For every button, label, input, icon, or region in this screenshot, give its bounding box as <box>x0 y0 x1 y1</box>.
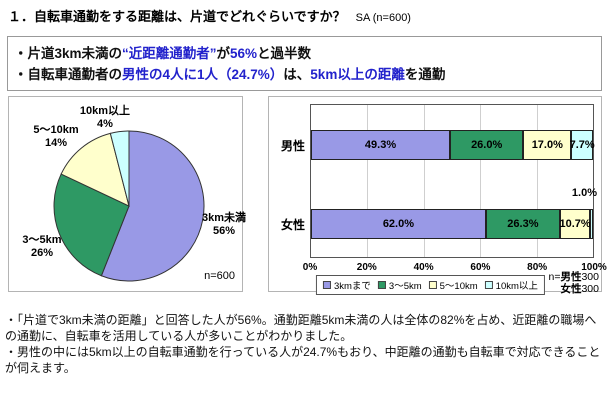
bar-segment: 62.0% <box>311 209 486 239</box>
pie-slice <box>53 173 130 277</box>
bar-segment: 49.3% <box>311 130 451 160</box>
pie-slice-name: 3km未満 <box>201 212 247 224</box>
pie-label-5-10km: 5～10km 14% <box>21 124 91 150</box>
summary-line-1: ・片道3km未満の“近距離通勤者”が56%と過半数 <box>14 43 595 64</box>
category-label-male: 男性 <box>280 139 305 153</box>
summary-text: ・片道3km未満の <box>14 46 123 61</box>
legend-swatch <box>484 281 493 289</box>
pie-label-10km-over: 10km以上 4% <box>70 105 140 131</box>
note-male: 男性 <box>560 271 582 283</box>
summary-line-2: ・自転車通勤者の男性の4人に1人（24.7%）は、5km以上の距離を通勤 <box>14 64 595 85</box>
segment-value-label: 49.3% <box>364 138 397 151</box>
gridline <box>367 105 369 257</box>
summary-text: が <box>216 46 231 61</box>
note-prefix: n= <box>548 271 561 283</box>
legend-label: 3kmまで <box>333 281 371 292</box>
legend-label: 5～10km <box>439 281 478 292</box>
legend-item: 3kmまで <box>322 278 371 292</box>
pie-slice-value: 4% <box>97 118 113 130</box>
segment-value-label: 26.3% <box>507 217 539 230</box>
note-female-n: 300 <box>581 283 599 295</box>
segment-value-label: 26.0% <box>471 138 503 151</box>
legend-label: 3～5km <box>388 281 422 292</box>
summary-highlight: “近距離通勤者” <box>122 46 217 61</box>
pie-slice-value: 56% <box>212 225 236 237</box>
pie-slice <box>60 132 130 207</box>
legend-swatch <box>428 281 437 289</box>
pie-slice-value: 14% <box>44 137 68 149</box>
legend-label: 10km以上 <box>495 281 538 292</box>
summary-text: を通勤 <box>404 67 446 82</box>
summary-highlight: 5km以上の距離 <box>310 67 405 82</box>
legend-swatch <box>322 281 331 289</box>
bar-segment: 7.7% <box>569 130 595 160</box>
summary-highlight: 男性の4人に1人（24.7%） <box>122 67 284 82</box>
x-tick-label: 100% <box>581 262 607 273</box>
x-tick-label: 0% <box>302 262 318 273</box>
bar-row: 62.0% 26.3% 10.7% <box>311 209 593 239</box>
pie-slice <box>100 130 205 282</box>
gridline <box>536 105 538 257</box>
female-10km-over-label: 1.0% <box>571 187 597 199</box>
summary-highlight: 56% <box>230 46 258 61</box>
pie-chart <box>53 130 205 282</box>
summary-text: は、 <box>283 67 311 82</box>
pie-slice-name: 10km以上 <box>79 105 131 117</box>
bar-segment <box>590 209 593 239</box>
page-title: １．自転車通勤をする距離は、片道でどれぐらいですか？ SA (n=600) <box>8 6 411 25</box>
bar-segment: 26.0% <box>450 130 524 160</box>
bar-plot-area: 49.3% 26.0% 17.0% 7.7% 62.0% 26.3% 10.7% <box>310 104 595 258</box>
bar-sample-note: n=男性300 女性300 <box>548 271 599 295</box>
x-tick-label: 40% <box>413 262 434 273</box>
segment-value-label: 10.7% <box>559 217 591 230</box>
pie-chart-panel: 10km以上 4% 5～10km 14% 3～5km 26% 3km未満 56%… <box>7 96 246 292</box>
x-tick-label: 80% <box>527 262 548 273</box>
x-tick-label: 60% <box>470 262 491 273</box>
legend-item: 3～5km <box>377 278 422 292</box>
category-label-female: 女性 <box>280 218 305 232</box>
bar-segment: 17.0% <box>523 130 572 160</box>
sample-size-note: SA (n=600) <box>355 12 411 24</box>
summary-text: ・自転車通勤者の <box>14 67 122 82</box>
analysis-notes: ・「片道で3km未満の距離」と回答した人が56%。通勤距離5km未満の人は全体の… <box>5 312 606 376</box>
pie-sample-note: n=600 <box>204 270 235 282</box>
analysis-paragraph-2: ・男性の中には5km以上の自転車通勤を行っている人が24.7%もおり、中距離の通… <box>5 345 601 375</box>
gridline <box>423 105 425 257</box>
bar-row: 49.3% 26.0% 17.0% 7.7% <box>311 130 595 160</box>
x-tick-label: 20% <box>356 262 377 273</box>
gridline <box>480 105 482 257</box>
legend: 3kmまで 3～5km 5～10km 10km以上 <box>315 275 545 295</box>
bar-chart-panel: 49.3% 26.0% 17.0% 7.7% 62.0% 26.3% 10.7% 男性 女性… <box>268 96 607 295</box>
pie-label-under-3km: 3km未満 56% <box>189 212 259 238</box>
note-female: 女性 <box>560 283 582 295</box>
pie-slice-value: 26% <box>30 247 54 259</box>
bar-segment: 26.3% <box>485 209 560 239</box>
analysis-paragraph-1: ・「片道で3km未満の距離」と回答した人が56%。通勤距離5km未満の人は全体の… <box>5 313 597 343</box>
legend-item: 10km以上 <box>484 278 538 292</box>
summary-box: ・片道3km未満の“近距離通勤者”が56%と過半数 ・自転車通勤者の男性の4人に… <box>7 36 602 91</box>
pie-slice-name: 3～5km <box>22 234 62 246</box>
legend-item: 5～10km <box>428 278 478 292</box>
page-title-text: １．自転車通勤をする距離は、片道でどれぐらいですか？ <box>8 9 346 24</box>
segment-value-label: 17.0% <box>531 138 563 151</box>
pie-label-3-5km: 3～5km 26% <box>7 234 77 260</box>
segment-value-label: 7.7% <box>569 138 595 151</box>
bar-segment: 10.7% <box>559 209 591 239</box>
segment-value-label: 62.0% <box>382 217 415 230</box>
pie-slice-name: 5～10km <box>33 124 79 136</box>
legend-swatch <box>377 281 386 289</box>
pie-slice <box>109 130 130 207</box>
summary-text: と過半数 <box>257 46 312 61</box>
note-male-n: 300 <box>581 271 599 283</box>
